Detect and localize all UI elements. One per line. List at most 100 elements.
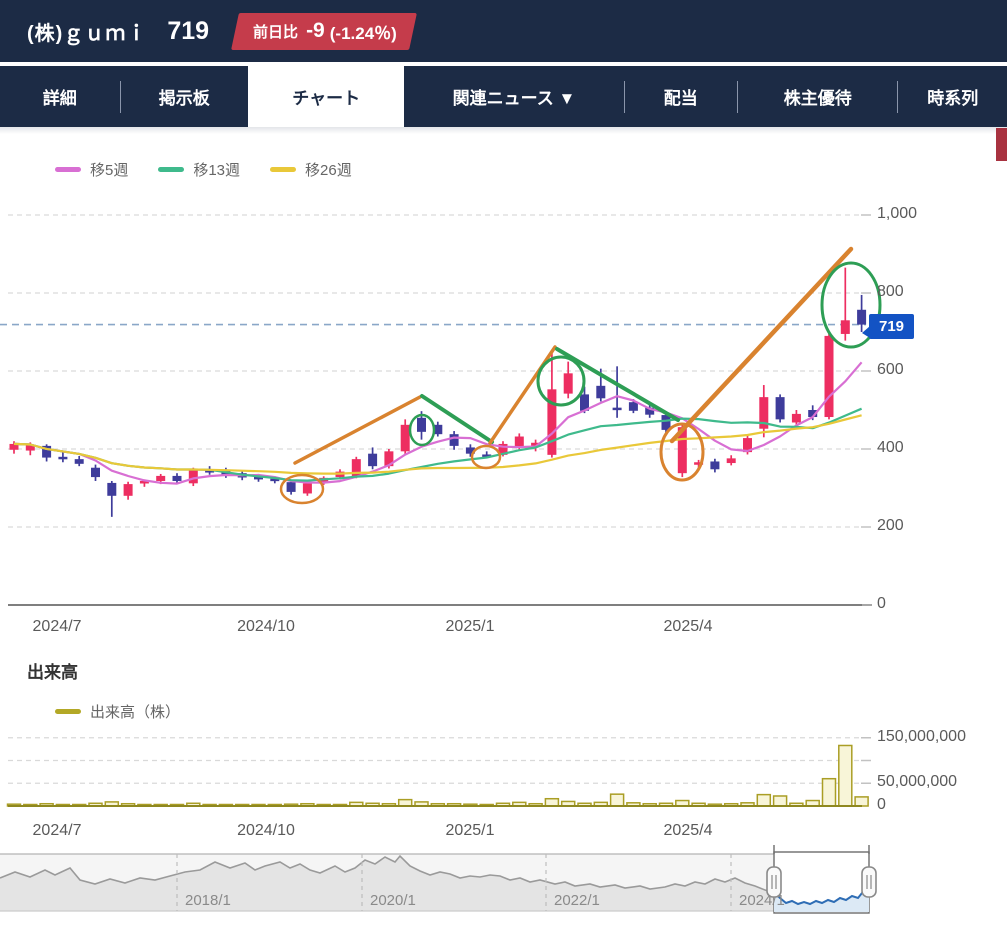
volume-bar xyxy=(544,797,560,807)
volume-x-tick-label: 2025/4 xyxy=(663,822,713,839)
ellipse-annotation xyxy=(408,413,436,447)
candlestick xyxy=(286,480,296,495)
date-range-selector[interactable]: 2018/1 2020/1 2022/1 2024/1 xyxy=(0,843,1007,921)
legend-label: 出来高（株） xyxy=(90,704,181,721)
ellipse-annotation xyxy=(470,444,502,470)
candlestick xyxy=(840,267,850,341)
price-y-tick-label: 0 xyxy=(877,595,886,612)
nav-tab-3[interactable]: チャート xyxy=(248,66,405,127)
nav-shadow xyxy=(0,127,1007,134)
candlestick xyxy=(433,421,443,437)
range-x-tick-label: 2020/1 xyxy=(370,892,416,909)
volume-bar xyxy=(772,795,788,807)
trendline-annotation xyxy=(488,345,557,445)
company-name: (株)ｇｕｍｉ xyxy=(27,22,148,45)
range-handle-right[interactable] xyxy=(861,866,877,898)
candlestick xyxy=(661,411,671,434)
range-x-tick-label: 2022/1 xyxy=(554,892,600,909)
legend-item-3: 移26週 xyxy=(270,159,352,180)
volume-section-title: 出来高 xyxy=(27,663,78,682)
nav-tab-6[interactable]: 株主優待 xyxy=(783,89,852,108)
change-label: 前日比 xyxy=(253,23,299,41)
volume-x-tick-label: 2024/10 xyxy=(237,822,295,839)
current-price: 719 xyxy=(167,16,210,45)
header-divider xyxy=(0,62,1007,66)
trendline-annotation xyxy=(420,394,494,444)
range-area-selected xyxy=(774,884,869,912)
trendline-annotation xyxy=(555,347,680,422)
candlestick xyxy=(759,385,769,438)
volume-bar xyxy=(609,793,625,807)
nav-tab-5[interactable]: 配当 xyxy=(663,89,698,108)
legend-label: 移26週 xyxy=(305,162,352,179)
price-y-tick-label: 400 xyxy=(877,439,904,456)
candlestick xyxy=(824,332,834,420)
ellipse-annotation xyxy=(536,355,586,407)
volume-bar xyxy=(821,777,837,807)
legend-label: 移5週 xyxy=(90,162,129,179)
volume-bar xyxy=(756,793,772,807)
candlestick xyxy=(188,467,198,487)
price-candlestick-chart xyxy=(0,214,882,606)
legend-swatch-icon xyxy=(55,167,81,172)
change-value: -9 xyxy=(306,19,325,42)
current-price-badge: 719 xyxy=(862,314,914,339)
nav-separator xyxy=(623,80,625,113)
change-percent: (-1.24％) xyxy=(329,23,397,43)
range-handle-left[interactable] xyxy=(766,866,782,898)
floating-button-edge[interactable] xyxy=(996,128,1007,161)
nav-tab-2[interactable]: 掲示板 xyxy=(158,89,210,108)
change-badge: 前日比 -9 (-1.24％) xyxy=(231,12,417,50)
candlestick xyxy=(123,481,133,500)
legend-item-1: 移5週 xyxy=(55,159,128,180)
nav-separator xyxy=(119,80,121,113)
legend-item-2: 移13週 xyxy=(158,159,240,180)
candlestick xyxy=(42,444,52,462)
price-x-tick-label: 2025/1 xyxy=(445,618,495,635)
volume-x-tick-label: 2024/7 xyxy=(32,822,82,839)
price-x-tick-label: 2024/10 xyxy=(237,618,295,635)
nav-tab-4[interactable]: 関連ニュース ▼ xyxy=(452,89,576,108)
price-x-tick-label: 2025/4 xyxy=(663,618,713,635)
legend-swatch-icon xyxy=(270,167,297,172)
volume-bar-chart xyxy=(6,737,871,807)
candlestick xyxy=(107,480,117,517)
nav-tab-1[interactable]: 詳細 xyxy=(42,89,77,108)
candlestick xyxy=(710,458,720,473)
volume-y-tick-label: 150,000,000 xyxy=(877,727,966,745)
candlestick xyxy=(857,294,867,332)
ellipse-annotation xyxy=(659,422,705,482)
volume-bar xyxy=(854,796,869,807)
price-x-tick-label: 2024/7 xyxy=(32,618,82,635)
candlestick xyxy=(465,444,475,457)
volume-chart-legend: 出来高（株） xyxy=(55,701,210,722)
candlestick xyxy=(645,404,655,418)
range-area-gray xyxy=(0,856,774,911)
price-y-tick-label: 200 xyxy=(877,517,904,534)
nav-tab-7[interactable]: 時系列 xyxy=(927,89,979,108)
ma-line-13 xyxy=(13,407,863,482)
legend-swatch-icon xyxy=(55,709,81,714)
candlestick xyxy=(172,473,182,485)
candlestick xyxy=(563,361,573,399)
trendline-annotation xyxy=(293,395,422,465)
candlestick xyxy=(58,452,68,463)
candlestick xyxy=(74,456,84,467)
price-y-tick-label: 600 xyxy=(877,361,904,378)
range-x-tick-label: 2018/1 xyxy=(185,892,231,909)
nav-tab-bar: 詳細 掲示板 チャート 関連ニュース ▼ 配当 株主優待 時系列 xyxy=(0,66,1007,127)
candlestick xyxy=(449,431,459,450)
candlestick xyxy=(400,419,410,455)
stock-header: (株)ｇｕｍｉ 719 前日比 -9 (-1.24％) xyxy=(0,0,1007,62)
ellipse-annotation xyxy=(279,473,325,505)
volume-x-tick-label: 2025/1 xyxy=(445,822,495,839)
trendline-annotation xyxy=(669,246,854,444)
price-y-tick-label: 1,000 xyxy=(877,205,918,222)
legend-swatch-icon xyxy=(158,167,185,172)
candlestick xyxy=(580,386,589,414)
volume-bar xyxy=(838,744,853,807)
price-y-tick-label: 800 xyxy=(877,283,904,300)
ma-line-26 xyxy=(13,414,862,475)
ellipse-annotation xyxy=(820,261,882,349)
